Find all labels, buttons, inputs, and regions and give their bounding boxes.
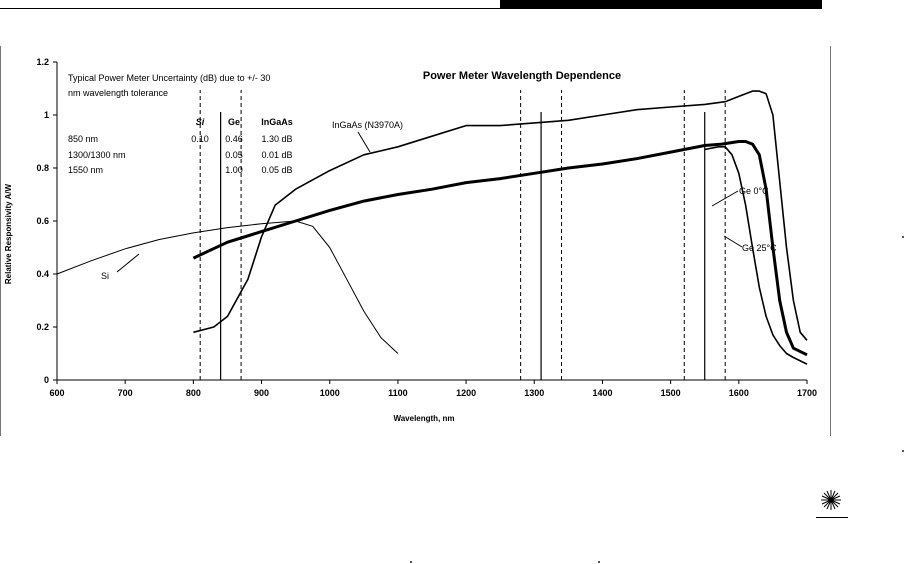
table-cell: 0.10 [191, 134, 209, 144]
x-tick-label: 1600 [729, 388, 749, 398]
figure-frame-left [0, 46, 1, 436]
x-tick-label: 1100 [388, 388, 408, 398]
series-annotations: InGaAs (N3970A) Si Ge 0°C Ge 25°C [101, 120, 777, 281]
x-tick-label: 800 [186, 388, 201, 398]
figure-frame-right [830, 46, 831, 436]
series-lines [56, 90, 808, 365]
y-tick-label: 0.8 [36, 163, 49, 173]
x-tick-label: 1200 [456, 388, 476, 398]
x-tick-label: 1700 [797, 388, 817, 398]
y-tick-label: 0.2 [36, 322, 49, 332]
hp-agilent-logo-icon [821, 490, 841, 510]
annotation-ge-25c: Ge 25°C [742, 243, 777, 253]
annotation-arrow-ge-25c [723, 235, 743, 248]
annotation-arrow-si [116, 253, 140, 273]
annotation-si: Si [101, 271, 109, 281]
logo-underline [816, 517, 848, 518]
y-tick-label: 0 [44, 375, 49, 385]
table-cell: 0.46 [225, 134, 243, 144]
table-cell: 0.01 dB [261, 150, 292, 160]
table-header-ingaas: InGaAs [261, 117, 293, 127]
scan-speck [410, 561, 412, 563]
x-axis-label: Wavelength, nm [393, 414, 454, 423]
table-row-label: 1300/1300 nm [68, 150, 126, 160]
x-tick-label: 1000 [320, 388, 340, 398]
annotation-ingaas: InGaAs (N3970A) [332, 120, 403, 130]
series-line-ingaas-n3970a [193, 90, 808, 341]
series-line-ge-0-c [704, 146, 808, 365]
x-tick-label: 600 [49, 388, 64, 398]
slide-top-bar [500, 0, 822, 9]
chart-title: Power Meter Wavelength Dependence [423, 70, 621, 82]
uncertainty-caption-line1: Typical Power Meter Uncertainty (dB) due… [68, 73, 270, 83]
y-axis-label: Relative Responsivity A/W [4, 183, 13, 284]
y-tick-label: 0.6 [36, 216, 49, 226]
table-row-label: 850 nm [68, 134, 98, 144]
axes: 600 700 800 900 1000 1100 1200 1300 1400 1500 1600… [36, 57, 817, 398]
table-header-si: Si [196, 117, 205, 127]
y-tick-label: 0.4 [36, 269, 49, 279]
table-cell: 0.05 dB [261, 165, 292, 175]
annotation-arrow-ge-0c [711, 190, 739, 207]
scan-speck [598, 561, 600, 563]
reference-lines [199, 90, 726, 380]
x-tick-label: 900 [254, 388, 269, 398]
scan-speck [902, 450, 904, 452]
table-row-label: 1550 nm [68, 165, 103, 175]
x-tick-label: 1300 [524, 388, 544, 398]
y-tick-label: 1.2 [36, 57, 49, 67]
x-tick-label: 1500 [661, 388, 681, 398]
table-cell: 1.30 dB [261, 134, 292, 144]
series-line-ge-25-c [192, 140, 808, 357]
x-tick-label: 700 [118, 388, 133, 398]
scan-speck [902, 236, 904, 238]
slide-top-rule [0, 8, 500, 9]
table-cell: 1.00 [225, 165, 243, 175]
uncertainty-table: Typical Power Meter Uncertainty (dB) due… [68, 73, 293, 175]
annotation-ge-0c: Ge 0°C [739, 186, 769, 196]
table-header-ge: Ge [228, 117, 240, 127]
y-tick-label: 1 [44, 110, 49, 120]
uncertainty-caption-line2: nm wavelength tolerance [68, 88, 168, 98]
annotation-arrow-ingaas [357, 131, 371, 153]
x-tick-label: 1400 [592, 388, 612, 398]
table-cell: 0.05 [225, 150, 243, 160]
series-line-si [56, 220, 399, 354]
